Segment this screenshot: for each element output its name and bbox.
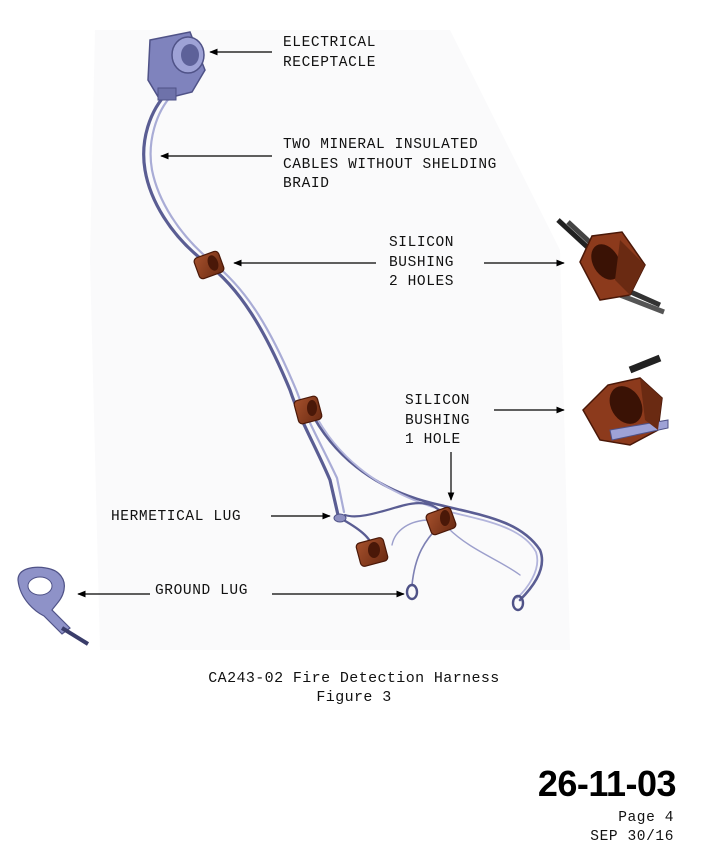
label-line: 2 HOLES xyxy=(389,274,455,290)
label-bushing-1-hole: SILICON BUSHING 1 HOLE xyxy=(405,392,470,451)
label-line: BRAID xyxy=(283,176,330,192)
label-line: RECEPTACLE xyxy=(283,54,377,71)
bushing-middle xyxy=(293,395,323,425)
bushing-lower xyxy=(425,506,457,536)
label-line: SILICON xyxy=(405,393,471,409)
bushing-2-holes-detail xyxy=(556,218,665,315)
hermetical-lug-body xyxy=(333,513,389,567)
figure-caption-title: CA243-02 Fire Detection Harness xyxy=(208,670,500,687)
revision-date: SEP 30/16 xyxy=(590,829,674,845)
label-line: ELECTRICAL xyxy=(283,35,377,51)
bushing-upper xyxy=(193,250,225,280)
label-electrical-receptacle: ELECTRICAL RECEPTACLE xyxy=(283,34,376,73)
bushing-1-hole-detail xyxy=(582,354,669,446)
label-cables: TWO MINERAL INSULATED CABLES WITHOUT SHE… xyxy=(283,136,497,195)
electrical-receptacle xyxy=(147,31,206,101)
callout-arrows xyxy=(77,48,565,598)
label-bushing-2-holes: SILICON BUSHING 2 HOLES xyxy=(389,234,454,293)
drawing-background xyxy=(90,30,570,650)
figure-caption-number: Figure 3 xyxy=(316,689,392,706)
document-number: 26-11-03 xyxy=(537,763,677,804)
ground-lug-detail xyxy=(17,566,90,646)
label-line: TWO MINERAL INSULATED xyxy=(283,137,479,153)
ring-terminals xyxy=(405,583,525,612)
label-line: BUSHING xyxy=(405,412,471,429)
label-ground-lug: GROUND LUG xyxy=(155,583,249,599)
page-number: Page 4 xyxy=(618,810,674,826)
label-line: 1 HOLE xyxy=(405,432,461,448)
label-hermetical-lug: HERMETICAL LUG xyxy=(111,509,242,525)
label-line: BUSHING xyxy=(389,254,455,271)
label-line: CABLES WITHOUT SHELDING xyxy=(283,156,497,173)
label-line: SILICON xyxy=(389,235,455,251)
